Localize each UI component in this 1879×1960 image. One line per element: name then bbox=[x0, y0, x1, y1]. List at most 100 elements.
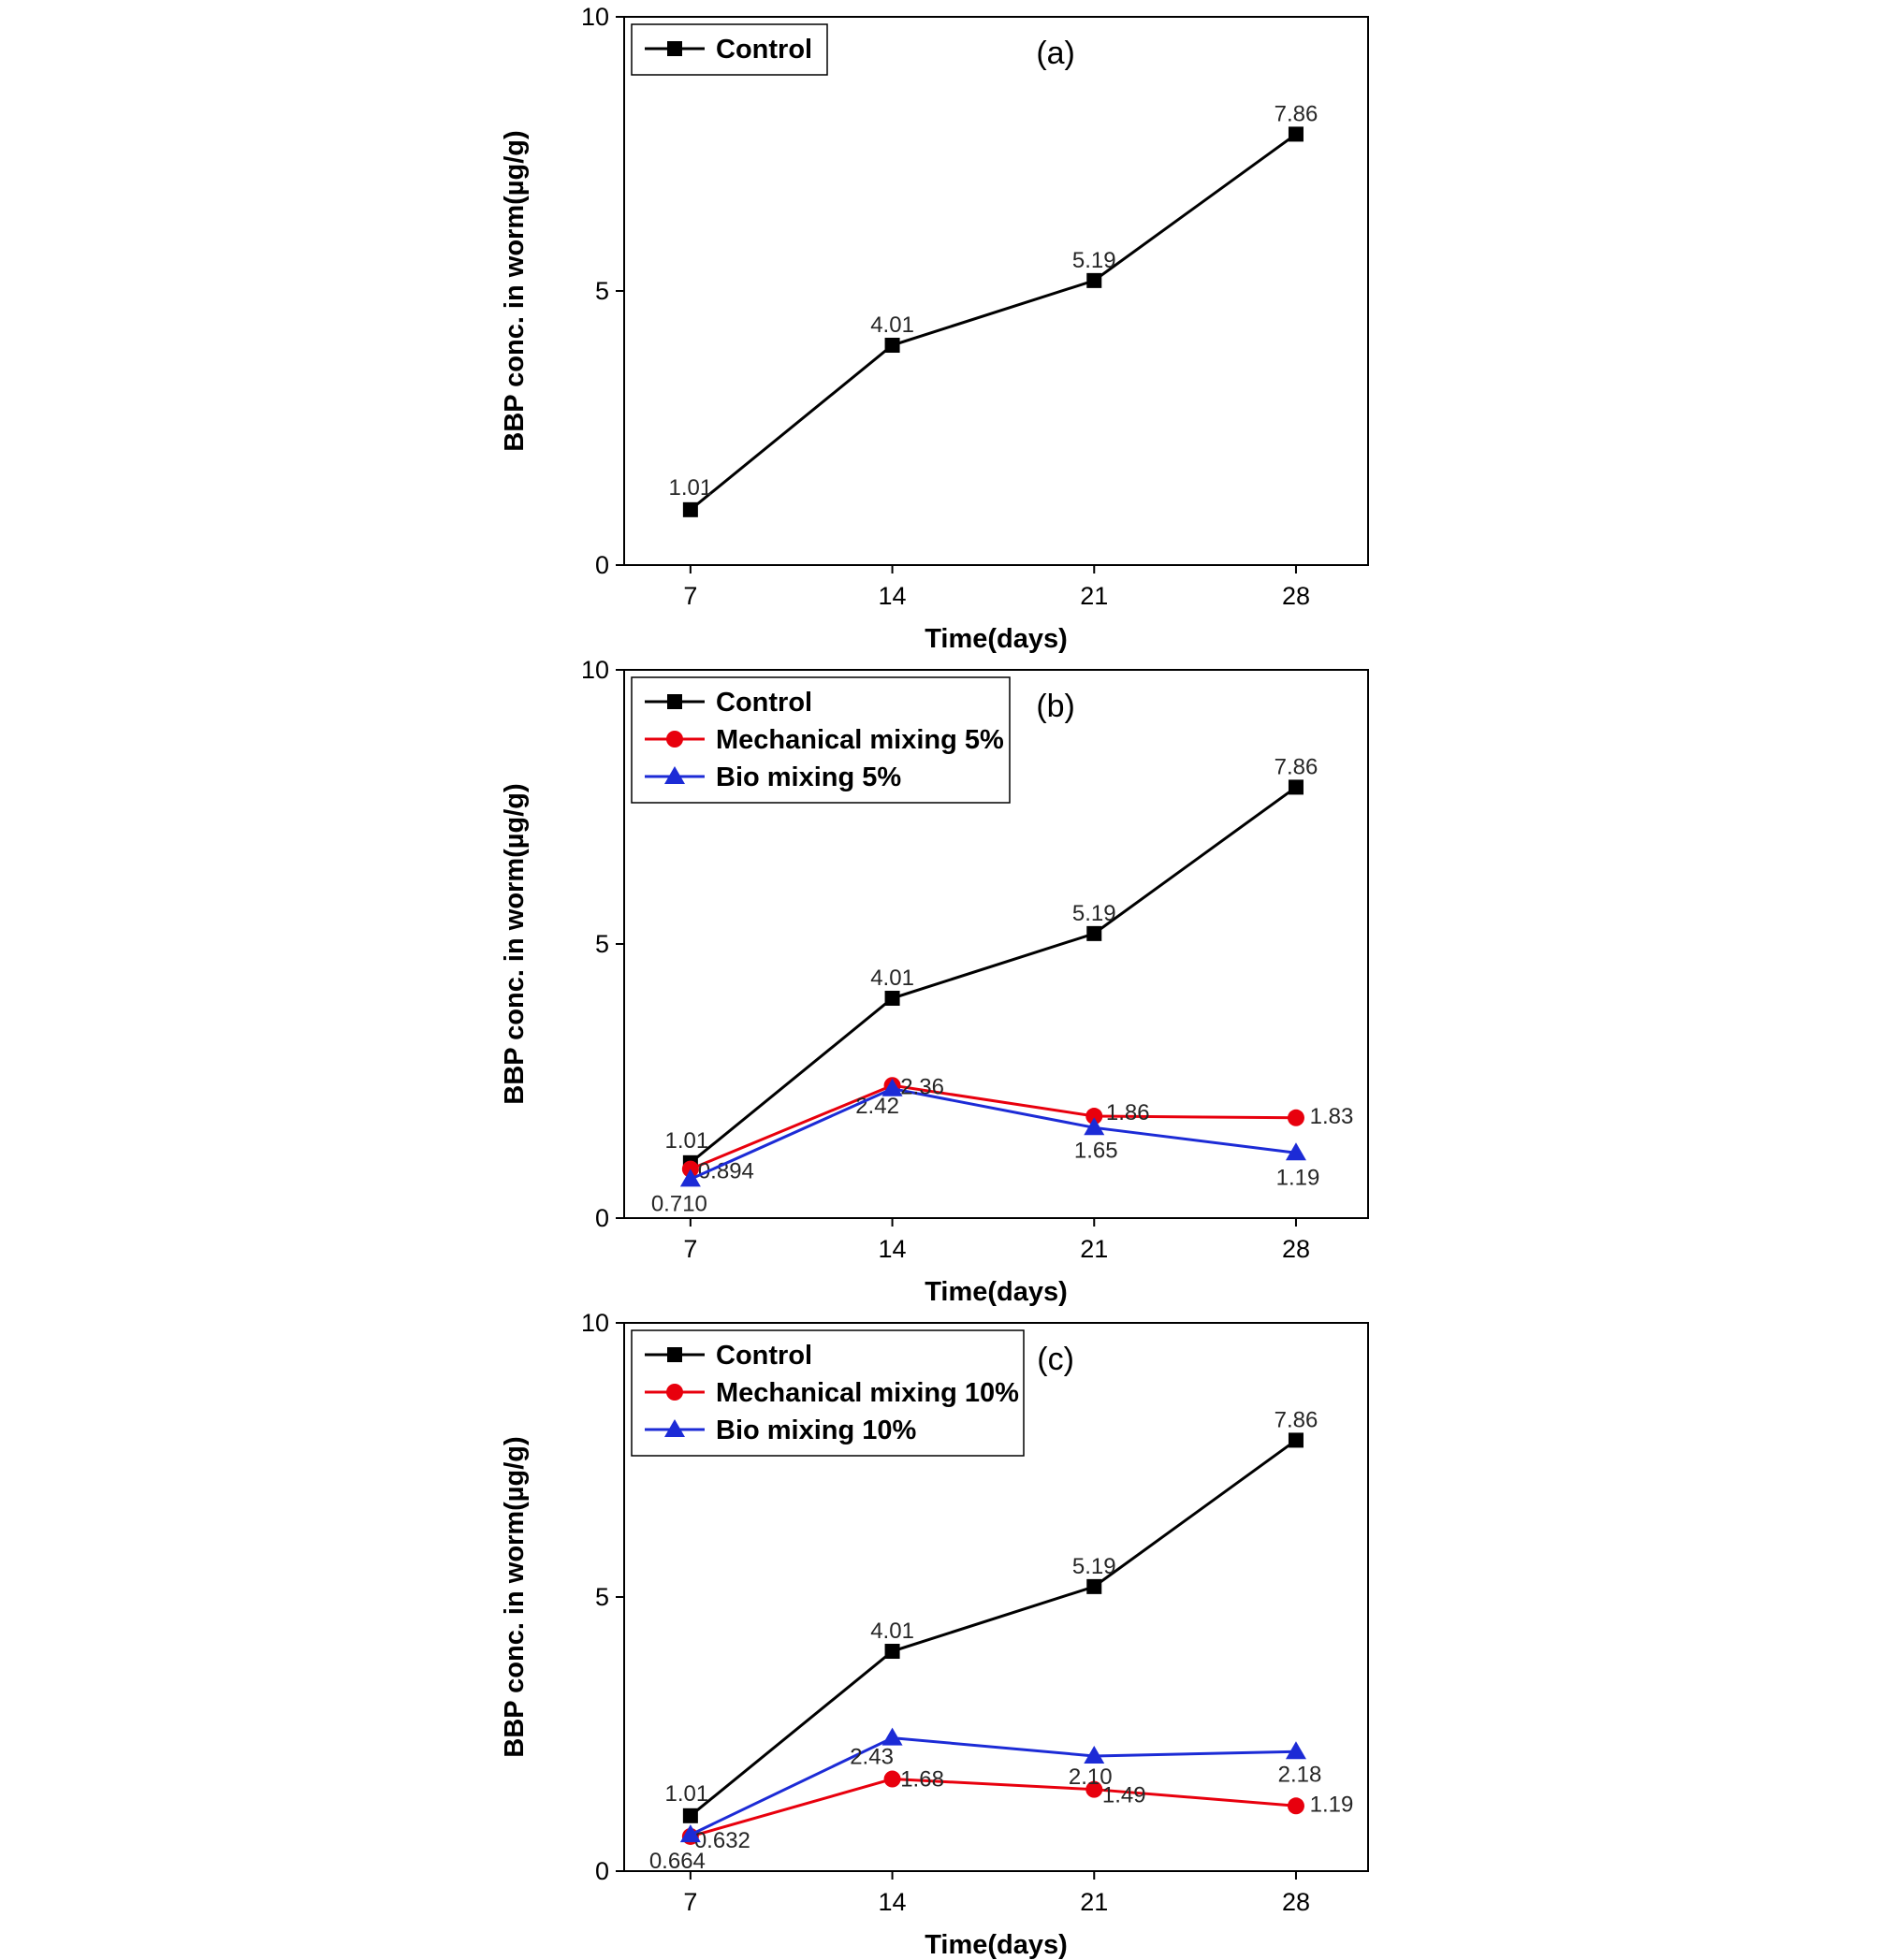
x-axis: 7 14 21 28 bbox=[683, 1218, 1310, 1263]
y-tick-label: 5 bbox=[595, 930, 609, 958]
point-label: 0.710 bbox=[651, 1191, 707, 1216]
square-marker-icon bbox=[682, 501, 698, 517]
legend-square-icon bbox=[667, 41, 682, 56]
point-label: 2.18 bbox=[1278, 1762, 1322, 1787]
series-line bbox=[690, 1778, 1297, 1838]
point-label: 1.83 bbox=[1310, 1104, 1354, 1129]
legend-triangle-icon bbox=[664, 1419, 685, 1437]
point-label: 2.43 bbox=[850, 1745, 894, 1770]
triangle-marker-icon bbox=[881, 1078, 903, 1096]
x-axis-title: Time(days) bbox=[925, 624, 1068, 653]
point-label: 2.10 bbox=[1069, 1764, 1113, 1790]
x-tick-label: 7 bbox=[683, 1888, 697, 1916]
square-marker-icon bbox=[884, 338, 900, 354]
legend-label: Control bbox=[716, 1341, 812, 1371]
y-tick-label: 10 bbox=[581, 1309, 609, 1337]
panel-label: (c) bbox=[1037, 1342, 1074, 1377]
y-tick-label: 5 bbox=[595, 1583, 609, 1611]
series-bio-mixing-5-: 0.710 2.36 1.65 1.19 bbox=[651, 1075, 1319, 1217]
point-label: 7.86 bbox=[1275, 1407, 1318, 1432]
circle-marker-icon bbox=[1085, 1108, 1103, 1125]
circle-marker-icon bbox=[1287, 1797, 1304, 1815]
legend-label: Control bbox=[716, 35, 812, 65]
triangle-marker-icon bbox=[881, 1727, 903, 1746]
y-tick-label: 5 bbox=[595, 277, 609, 305]
legend: Control bbox=[631, 23, 828, 76]
point-label: 1.01 bbox=[665, 1781, 709, 1807]
legend-label: Mechanical mixing 10% bbox=[716, 1378, 1019, 1408]
point-label: 5.19 bbox=[1072, 901, 1116, 926]
legend-label: Bio mixing 10% bbox=[716, 1416, 917, 1445]
x-tick-label: 21 bbox=[1080, 1888, 1108, 1916]
x-tick-label: 28 bbox=[1282, 1235, 1310, 1263]
circle-marker-icon bbox=[1287, 1109, 1304, 1126]
chart-(a): 7 14 21 28 0 5 10 Time(days) BBP conc. in worm(µ… bbox=[500, 3, 1369, 654]
circle-marker-icon bbox=[883, 1770, 901, 1788]
x-tick-label: 14 bbox=[879, 1235, 907, 1263]
y-axis-title: BBP conc. in worm(µg/g) bbox=[500, 130, 530, 451]
square-marker-icon bbox=[1288, 1432, 1304, 1448]
x-axis-title: Time(days) bbox=[925, 1277, 1068, 1306]
x-axis-title: Time(days) bbox=[925, 1930, 1068, 1959]
y-axis-title: BBP conc. in worm(µg/g) bbox=[500, 1436, 530, 1757]
series-line bbox=[689, 133, 1297, 511]
y-tick-label: 10 bbox=[581, 656, 609, 684]
triangle-marker-icon bbox=[1084, 1745, 1105, 1764]
x-tick-label: 14 bbox=[879, 1888, 907, 1916]
point-label: 1.68 bbox=[900, 1767, 944, 1793]
chart-(b): 7 14 21 28 0 5 10 Time(days) BBP conc. in worm(µ… bbox=[500, 656, 1369, 1307]
legend-square-icon bbox=[667, 694, 682, 709]
series-control: 1.01 4.01 5.19 7.86 bbox=[665, 1407, 1318, 1823]
x-tick-label: 7 bbox=[683, 1235, 697, 1263]
point-label: 2.36 bbox=[900, 1075, 944, 1100]
x-tick-label: 28 bbox=[1282, 1888, 1310, 1916]
chart-panel-b: 7 14 21 28 0 5 10 Time(days) BBP conc. in worm(µ… bbox=[467, 653, 1412, 1307]
legend-circle-icon bbox=[666, 1384, 683, 1401]
x-tick-label: 28 bbox=[1282, 582, 1310, 610]
legend: Control Mechanical mixing 10% Bio mixing 1… bbox=[631, 1329, 1025, 1457]
point-label: 4.01 bbox=[870, 312, 914, 338]
panel-label: (a) bbox=[1036, 36, 1075, 71]
square-marker-icon bbox=[1288, 126, 1304, 142]
x-axis: 7 14 21 28 bbox=[683, 1871, 1310, 1916]
x-tick-label: 7 bbox=[683, 582, 697, 610]
y-tick-label: 0 bbox=[595, 1857, 609, 1885]
series-line bbox=[690, 1087, 1297, 1181]
panel-label: (b) bbox=[1036, 689, 1075, 724]
square-marker-icon bbox=[1086, 925, 1102, 941]
y-axis: 0 5 10 bbox=[581, 1309, 624, 1885]
y-tick-label: 0 bbox=[595, 1204, 609, 1232]
square-marker-icon bbox=[884, 991, 900, 1007]
legend-triangle-icon bbox=[664, 766, 685, 784]
legend-circle-icon bbox=[666, 731, 683, 748]
plot-frame bbox=[623, 16, 1369, 566]
point-label: 1.01 bbox=[669, 475, 713, 501]
chart-(c): 7 14 21 28 0 5 10 Time(days) BBP conc. in worm(µ… bbox=[500, 1309, 1369, 1960]
point-label: 2.42 bbox=[855, 1094, 899, 1119]
legend-label: Bio mixing 5% bbox=[716, 762, 901, 792]
x-axis: 7 14 21 28 bbox=[683, 565, 1310, 610]
series-mechanical-mixing-10-: 0.632 1.68 1.49 1.19 bbox=[681, 1767, 1354, 1853]
legend-square-icon bbox=[667, 1347, 682, 1362]
series-control: 1.01 4.01 5.19 7.86 bbox=[669, 101, 1318, 517]
y-axis: 0 5 10 bbox=[581, 3, 624, 579]
point-label: 4.01 bbox=[870, 1619, 914, 1644]
square-marker-icon bbox=[682, 1808, 698, 1823]
legend-box bbox=[631, 23, 828, 76]
point-label: 0.632 bbox=[694, 1828, 750, 1853]
point-label: 1.01 bbox=[665, 1128, 709, 1154]
circle-marker-icon bbox=[1085, 1780, 1103, 1798]
point-label: 0.664 bbox=[649, 1849, 706, 1874]
point-label: 4.01 bbox=[870, 965, 914, 991]
y-tick-label: 0 bbox=[595, 551, 609, 579]
y-axis-title: BBP conc. in worm(µg/g) bbox=[500, 783, 530, 1104]
point-label: 5.19 bbox=[1072, 1554, 1116, 1579]
y-tick-label: 10 bbox=[581, 3, 609, 31]
legend-label: Mechanical mixing 5% bbox=[716, 725, 1004, 755]
point-label: 7.86 bbox=[1275, 101, 1318, 126]
square-marker-icon bbox=[884, 1644, 900, 1660]
point-label: 1.86 bbox=[1106, 1100, 1150, 1125]
square-marker-icon bbox=[1288, 779, 1304, 795]
point-label: 1.19 bbox=[1310, 1792, 1354, 1817]
